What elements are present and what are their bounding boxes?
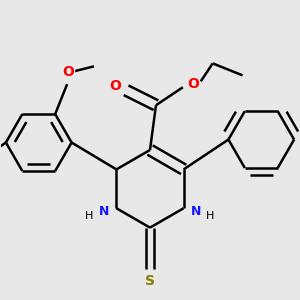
Text: O: O [63, 65, 74, 79]
Text: H: H [85, 211, 94, 221]
Text: H: H [206, 211, 215, 221]
Text: N: N [99, 205, 110, 218]
Text: N: N [190, 205, 201, 218]
Text: O: O [188, 77, 199, 91]
Text: O: O [110, 79, 122, 93]
Text: S: S [145, 274, 155, 288]
